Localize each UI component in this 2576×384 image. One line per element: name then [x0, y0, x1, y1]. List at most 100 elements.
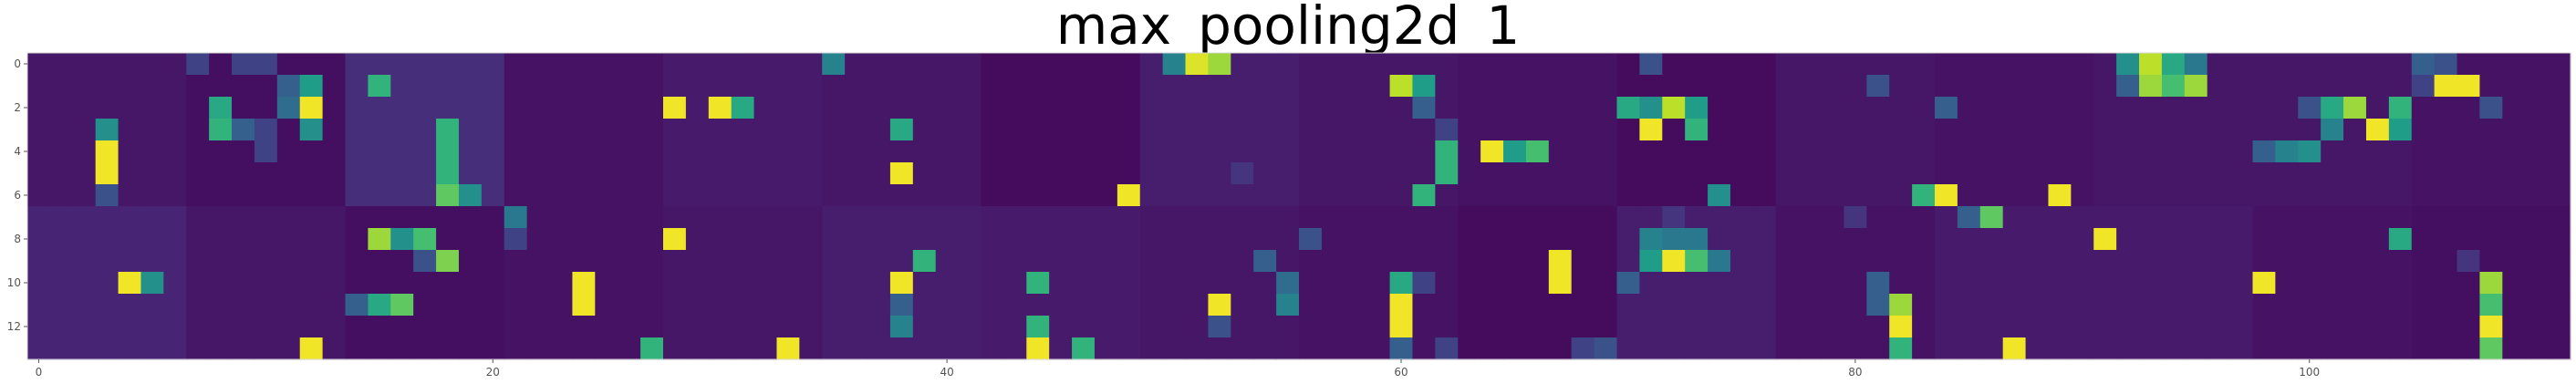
- heatmap-cell: [2025, 53, 2050, 76]
- heatmap-cell: [1525, 75, 1550, 98]
- heatmap-cell: [1412, 228, 1436, 251]
- heatmap-cell: [186, 119, 210, 141]
- heatmap-cell: [322, 272, 347, 295]
- heatmap-cell: [436, 294, 460, 317]
- heatmap-cell: [1912, 162, 1936, 185]
- heatmap-cell: [2365, 75, 2390, 98]
- heatmap-cell: [845, 184, 868, 207]
- heatmap-cell: [889, 294, 914, 317]
- heatmap-cell: [1299, 272, 1323, 295]
- heatmap-cell: [1957, 140, 1981, 163]
- heatmap-cell: [1344, 162, 1368, 185]
- heatmap-cell: [1139, 228, 1164, 251]
- heatmap-cell: [413, 75, 437, 98]
- heatmap-cell: [640, 206, 664, 229]
- heatmap-cell: [1139, 97, 1164, 119]
- heatmap-cell: [685, 316, 710, 338]
- heatmap-cell: [776, 97, 800, 119]
- heatmap-cell: [140, 316, 164, 338]
- heatmap-cell: [2411, 206, 2436, 229]
- heatmap-cell: [1775, 272, 1800, 295]
- heatmap-cell: [2116, 206, 2140, 229]
- heatmap-cell: [889, 272, 914, 295]
- heatmap-cell: [1525, 162, 1550, 185]
- heatmap-cell: [776, 75, 800, 98]
- heatmap-cell: [458, 140, 483, 163]
- heatmap-cell: [2321, 272, 2344, 295]
- heatmap-cell: [822, 228, 846, 251]
- heatmap-cell: [1798, 316, 1823, 338]
- heatmap-cell: [2548, 316, 2571, 338]
- heatmap-cell: [595, 228, 618, 251]
- heatmap-cell: [1389, 250, 1414, 273]
- heatmap-cell: [1798, 337, 1823, 360]
- heatmap-cell: [753, 250, 778, 273]
- heatmap-cell: [1094, 162, 1118, 185]
- heatmap-cell: [1049, 97, 1073, 119]
- heatmap-cell: [2525, 294, 2549, 317]
- heatmap-cell: [368, 97, 391, 119]
- heatmap-cell: [1049, 53, 1073, 76]
- heatmap-cell: [2365, 140, 2390, 163]
- heatmap-cell: [912, 75, 937, 98]
- heatmap-cell: [822, 75, 846, 98]
- heatmap-cell: [1594, 162, 1618, 185]
- heatmap-cell: [2207, 162, 2231, 185]
- heatmap-cell: [958, 53, 982, 76]
- heatmap-cell: [549, 75, 574, 98]
- heatmap-cell: [413, 119, 437, 141]
- heatmap-cell: [163, 294, 187, 317]
- heatmap-cell: [1208, 97, 1231, 119]
- heatmap-cell: [1752, 228, 1777, 251]
- heatmap-cell: [776, 119, 800, 141]
- heatmap-cell: [640, 53, 664, 76]
- heatmap-cell: [1729, 97, 1754, 119]
- heatmap-cell: [1708, 294, 1731, 317]
- heatmap-cell: [2343, 294, 2367, 317]
- heatmap-cell: [1525, 97, 1550, 119]
- heatmap-cell: [526, 206, 551, 229]
- heatmap-cell: [1276, 162, 1300, 185]
- heatmap-cell: [731, 294, 755, 317]
- heatmap-cell: [1389, 162, 1414, 185]
- heatmap-cell: [390, 53, 414, 76]
- heatmap-cell: [390, 97, 414, 119]
- heatmap-cell: [2548, 97, 2571, 119]
- heatmap-cell: [118, 119, 142, 141]
- heatmap-cell: [1208, 140, 1231, 163]
- heatmap-cell: [1321, 316, 1345, 338]
- heatmap-cell: [1594, 184, 1618, 207]
- heatmap-cell: [1276, 140, 1300, 163]
- heatmap-cell: [436, 228, 460, 251]
- heatmap-cell: [1979, 162, 2004, 185]
- heatmap-cell: [72, 206, 97, 229]
- heatmap-cell: [2207, 272, 2231, 295]
- heatmap-cell: [2434, 119, 2458, 141]
- heatmap-cell: [390, 162, 414, 185]
- heatmap-cell: [1571, 228, 1595, 251]
- heatmap-cell: [822, 206, 846, 229]
- heatmap-cell: [2525, 272, 2549, 295]
- heatmap-cell: [1458, 206, 1481, 229]
- heatmap-cell: [1957, 75, 1981, 98]
- heatmap-cell: [1571, 97, 1595, 119]
- heatmap-cell: [95, 75, 119, 98]
- heatmap-cell: [2321, 119, 2344, 141]
- heatmap-cell: [1752, 119, 1777, 141]
- heatmap-cell: [2161, 97, 2186, 119]
- heatmap-cell: [549, 119, 574, 141]
- heatmap-cell: [140, 206, 164, 229]
- heatmap-cell: [1480, 184, 1504, 207]
- heatmap-cell: [935, 206, 960, 229]
- heatmap-cell: [776, 337, 800, 360]
- heatmap-cell: [1344, 316, 1368, 338]
- heatmap-cell: [1072, 294, 1096, 317]
- heatmap-cell: [2457, 97, 2481, 119]
- heatmap-cell: [1480, 119, 1504, 141]
- heatmap-cell: [1571, 140, 1595, 163]
- heatmap-cell: [1844, 250, 1867, 273]
- heatmap-cell: [1412, 206, 1436, 229]
- heatmap-cell: [2207, 97, 2231, 119]
- heatmap-cell: [1026, 337, 1050, 360]
- heatmap-cell: [1117, 53, 1141, 76]
